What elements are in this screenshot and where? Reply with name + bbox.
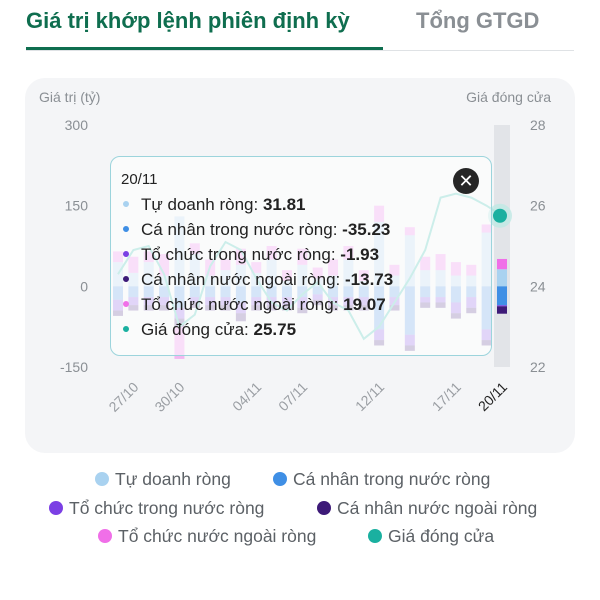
x-tick-label: 27/10 xyxy=(105,379,141,415)
right-tick-label: 24 xyxy=(530,278,546,294)
highlight-column xyxy=(494,125,510,367)
tooltip-row-to-chuc-trong-nuoc: Tổ chức trong nước ròng: -1.93 xyxy=(123,245,379,267)
tooltip-row-gia-dong-cua: Giá đóng cửa: 25.75 xyxy=(123,320,296,342)
dot-icon xyxy=(123,225,129,232)
right-tick-label: 26 xyxy=(530,198,546,214)
legend-item-to-chuc-trong-nuoc[interactable]: Tổ chức trong nước ròng xyxy=(49,496,264,520)
tabs-divider xyxy=(26,50,574,51)
legend-item-ca-nhan-trong-nuoc[interactable]: Cá nhân trong nước ròng xyxy=(273,467,490,491)
dot-icon xyxy=(123,200,129,207)
x-tick-label: 30/10 xyxy=(151,379,187,415)
tooltip-label: Tổ chức trong nước ròng: xyxy=(141,245,336,264)
legend-dot-icon xyxy=(49,501,63,516)
left-tick-label: -150 xyxy=(60,359,88,375)
legend-dot-icon xyxy=(273,472,287,487)
price-point xyxy=(493,208,507,223)
chart-tooltip: 20/11 Tự doanh ròng: 31.81 Cá nhân trong… xyxy=(110,156,492,356)
dot-icon xyxy=(123,275,129,282)
right-tick-label: 28 xyxy=(530,117,546,133)
legend-dot-icon xyxy=(317,501,331,516)
bar-1 xyxy=(497,269,507,287)
left-tick-label: 0 xyxy=(80,278,88,294)
bar-5 xyxy=(497,258,507,270)
left-axis-label: Giá trị (tỷ) xyxy=(39,89,100,105)
tab-gia-tri-khop-lenh[interactable]: Giá trị khớp lệnh phiên định kỳ xyxy=(26,8,350,33)
tooltip-label: Cá nhân nước ngoài ròng: xyxy=(141,270,341,289)
tooltip-row-tu-doanh: Tự doanh ròng: 31.81 xyxy=(123,195,306,217)
tooltip-label: Giá đóng cửa: xyxy=(141,320,249,339)
bar-4 xyxy=(497,306,507,314)
tooltip-value: 19.07 xyxy=(343,295,386,314)
legend-label: Cá nhân trong nước ròng xyxy=(293,469,491,489)
legend-item-ca-nhan-nuoc-ngoai[interactable]: Cá nhân nước ngoài ròng xyxy=(317,496,537,520)
tab-bar: Giá trị khớp lệnh phiên định kỳ Tổng GTG… xyxy=(0,0,600,52)
left-tick-label: 300 xyxy=(65,117,89,133)
tooltip-value: -35.23 xyxy=(342,220,391,239)
tooltip-value: 25.75 xyxy=(253,320,297,339)
legend-label: Tổ chức nước ngoài ròng xyxy=(118,526,317,546)
bar-2 xyxy=(497,286,507,306)
tab-tong-gtgd[interactable]: Tổng GTGD xyxy=(416,8,540,33)
bar-3 xyxy=(497,305,507,307)
legend-item-to-chuc-nuoc-ngoai[interactable]: Tổ chức nước ngoài ròng xyxy=(98,524,316,548)
right-tick-label: 22 xyxy=(530,359,546,375)
tooltip-value: 31.81 xyxy=(262,195,306,214)
dot-icon xyxy=(123,325,129,332)
tooltip-label: Cá nhân trong nước ròng: xyxy=(141,220,338,239)
tooltip-row-ca-nhan-trong-nuoc: Cá nhân trong nước ròng: -35.23 xyxy=(123,220,390,242)
legend-label: Cá nhân nước ngoài ròng xyxy=(337,498,538,518)
legend-dot-icon xyxy=(368,529,382,544)
legend-item-gia-dong-cua[interactable]: Giá đóng cửa xyxy=(368,524,494,548)
tooltip-label: Tự doanh ròng: xyxy=(141,195,259,214)
tooltip-label: Tổ chức nước ngoài ròng: xyxy=(141,295,339,314)
close-icon[interactable]: ✕ xyxy=(453,168,479,194)
legend-label: Giá đóng cửa xyxy=(388,526,495,546)
x-tick-label: 04/11 xyxy=(229,379,265,415)
left-tick-label: 150 xyxy=(65,198,89,214)
tooltip-value: -1.93 xyxy=(340,245,380,264)
right-axis-label: Giá đóng cửa xyxy=(466,89,551,105)
dot-icon xyxy=(123,250,129,257)
legend-item-tu-doanh[interactable]: Tự doanh ròng xyxy=(95,467,231,491)
legend-label: Tổ chức trong nước ròng xyxy=(69,498,265,518)
active-tab-indicator xyxy=(26,47,383,50)
x-tick-label: 17/11 xyxy=(429,379,465,415)
tooltip-value: -13.73 xyxy=(345,270,394,289)
x-tick-label: 20/11 xyxy=(475,379,511,415)
legend-dot-icon xyxy=(95,472,109,487)
tooltip-date: 20/11 xyxy=(121,171,158,188)
tooltip-row-to-chuc-nuoc-ngoai: Tổ chức nước ngoài ròng: 19.07 xyxy=(123,295,386,317)
x-tick-label: 12/11 xyxy=(352,379,388,415)
legend-label: Tự doanh ròng xyxy=(115,469,231,489)
dot-icon xyxy=(123,300,129,307)
x-tick-label: 07/11 xyxy=(275,379,311,415)
legend-dot-icon xyxy=(98,529,112,544)
tooltip-row-ca-nhan-nuoc-ngoai: Cá nhân nước ngoài ròng: -13.73 xyxy=(123,270,393,292)
